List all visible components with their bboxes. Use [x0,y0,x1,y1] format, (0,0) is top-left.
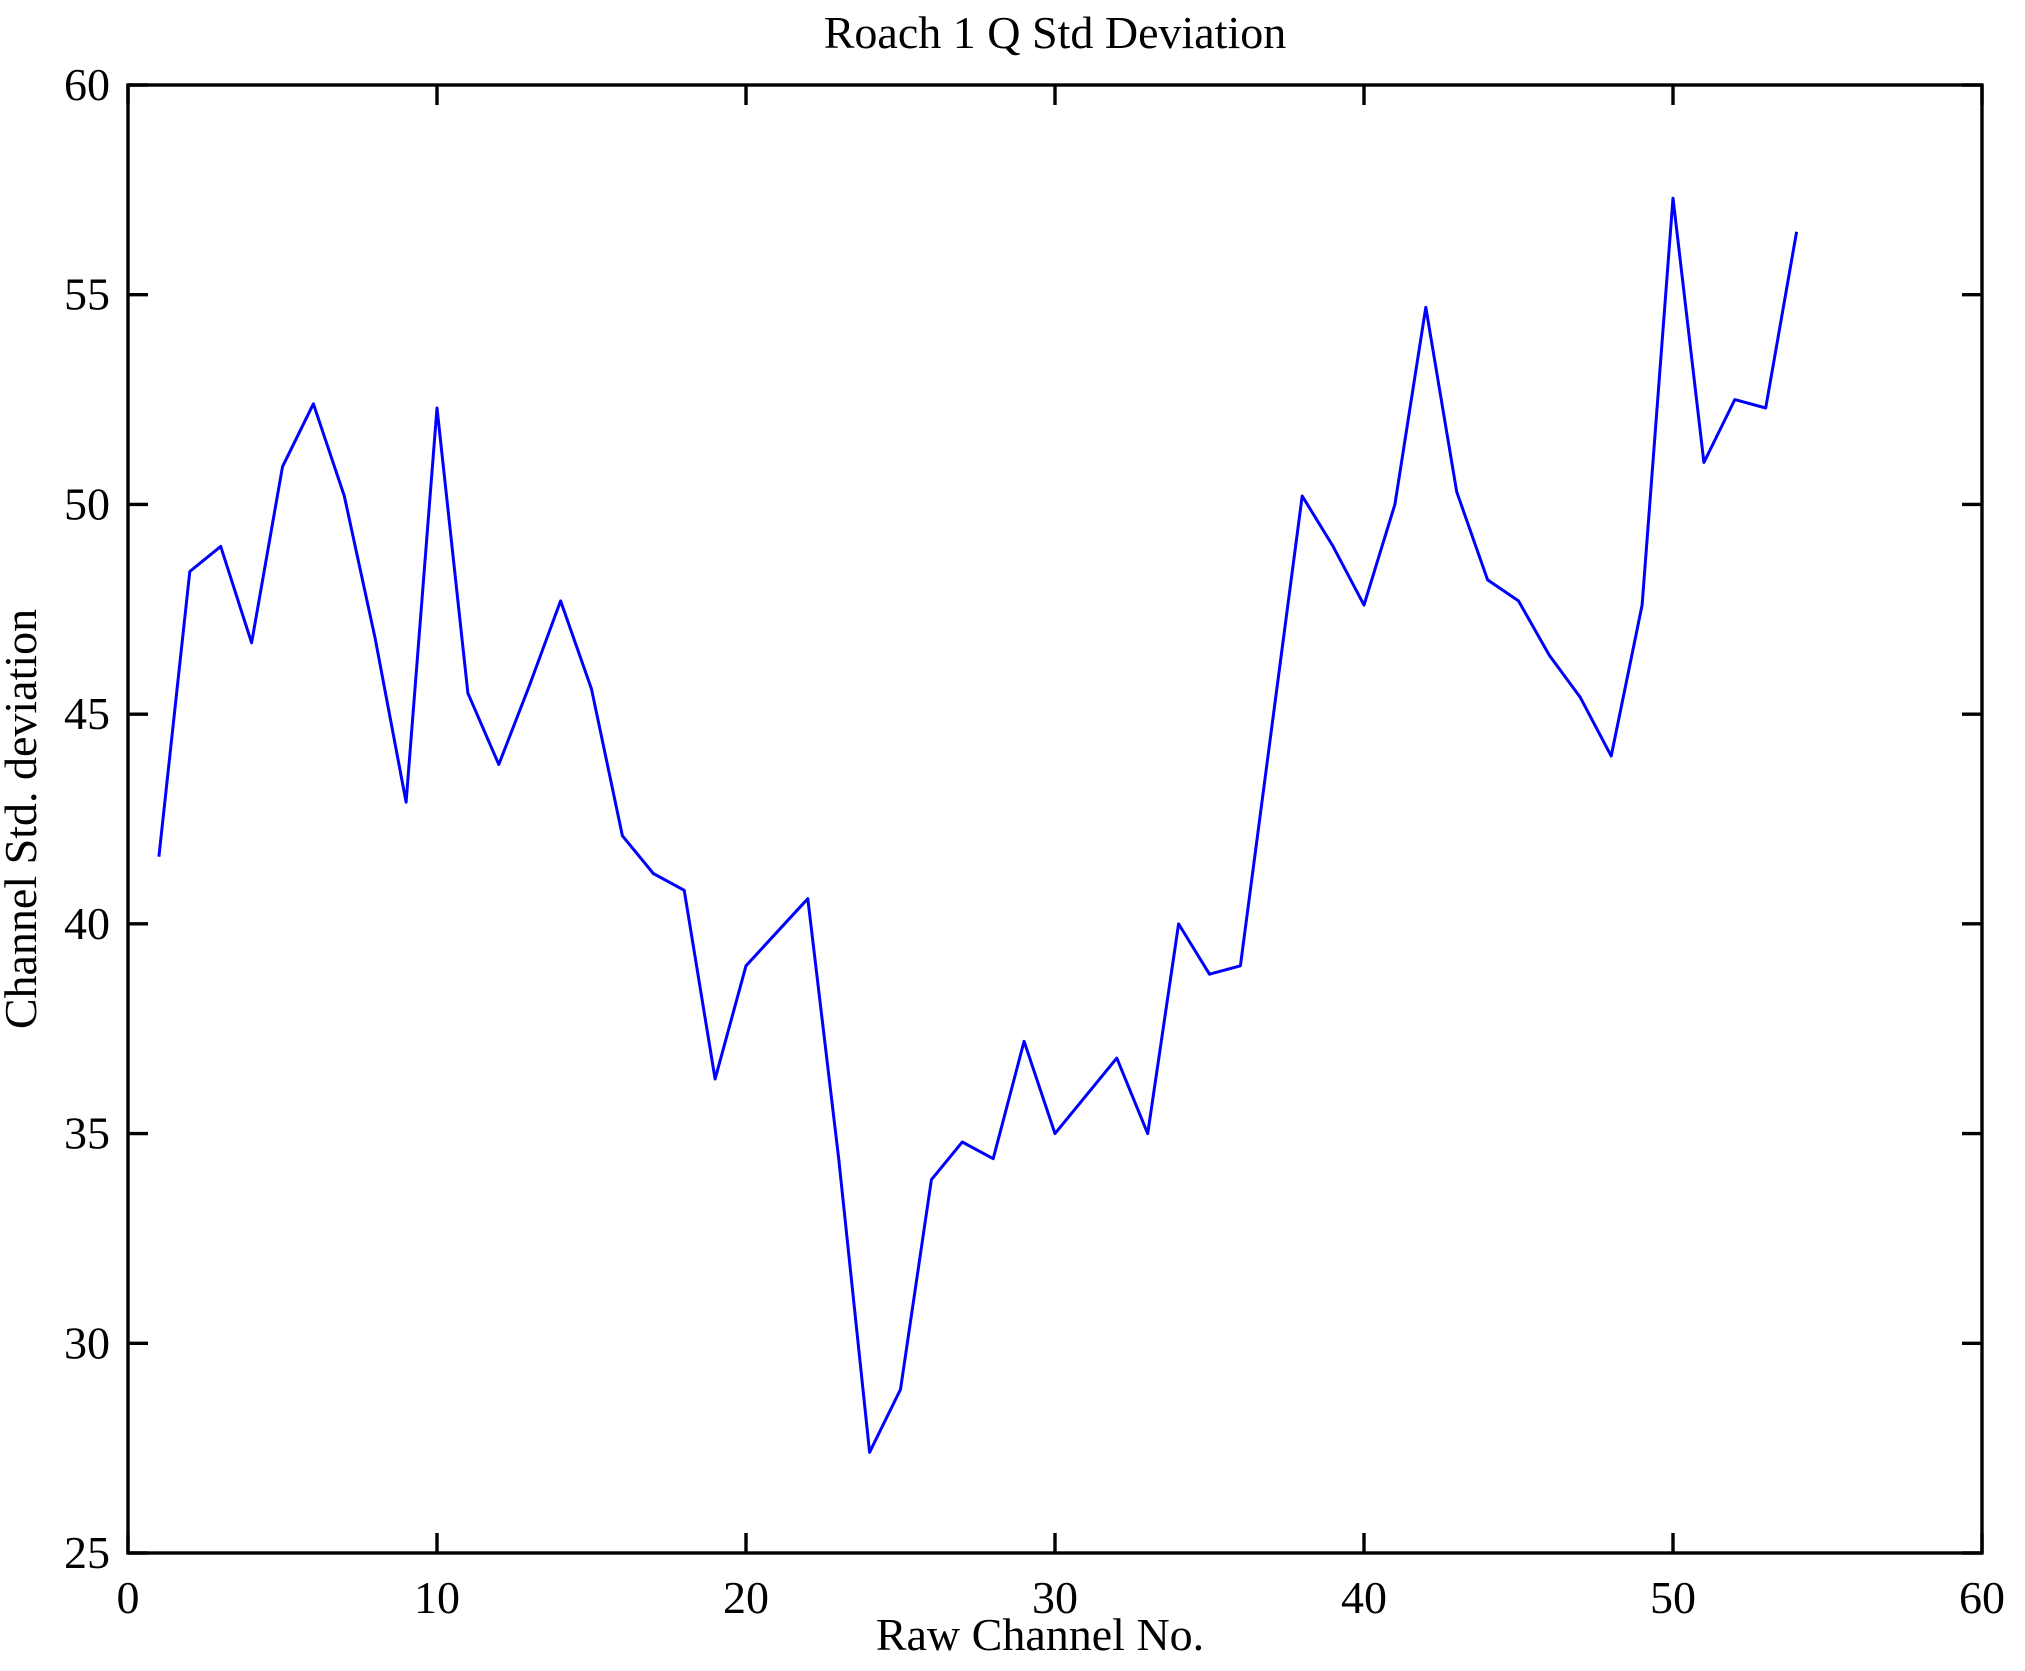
y-tick-label: 25 [64,1527,110,1578]
y-tick-label: 40 [64,898,110,949]
plot-area: 0 10 20 30 40 50 60 25 30 35 40 45 50 55 60 [64,59,2005,1623]
y-tick-label: 35 [64,1108,110,1159]
x-tick-label: 20 [723,1572,769,1623]
chart-title: Roach 1 Q Std Deviation [824,7,1287,58]
data-line [157,196,1799,1454]
y-tick-label: 45 [64,688,110,739]
y-tick-label: 55 [64,269,110,320]
x-tick-label: 30 [1032,1572,1078,1623]
x-tick-label: 10 [414,1572,460,1623]
y-tick-label: 30 [64,1317,110,1368]
x-axis-label: Raw Channel No. [876,1609,1204,1660]
x-tick-label: 40 [1341,1572,1387,1623]
x-tick-label: 60 [1959,1572,2005,1623]
x-tick-label: 0 [117,1572,140,1623]
x-tick-label: 50 [1650,1572,1696,1623]
y-axis-label: Channel Std. deviation [0,609,46,1029]
plot-border [126,83,1984,1555]
y-tick-label: 50 [64,478,110,529]
y-tick-label: 60 [64,59,110,110]
